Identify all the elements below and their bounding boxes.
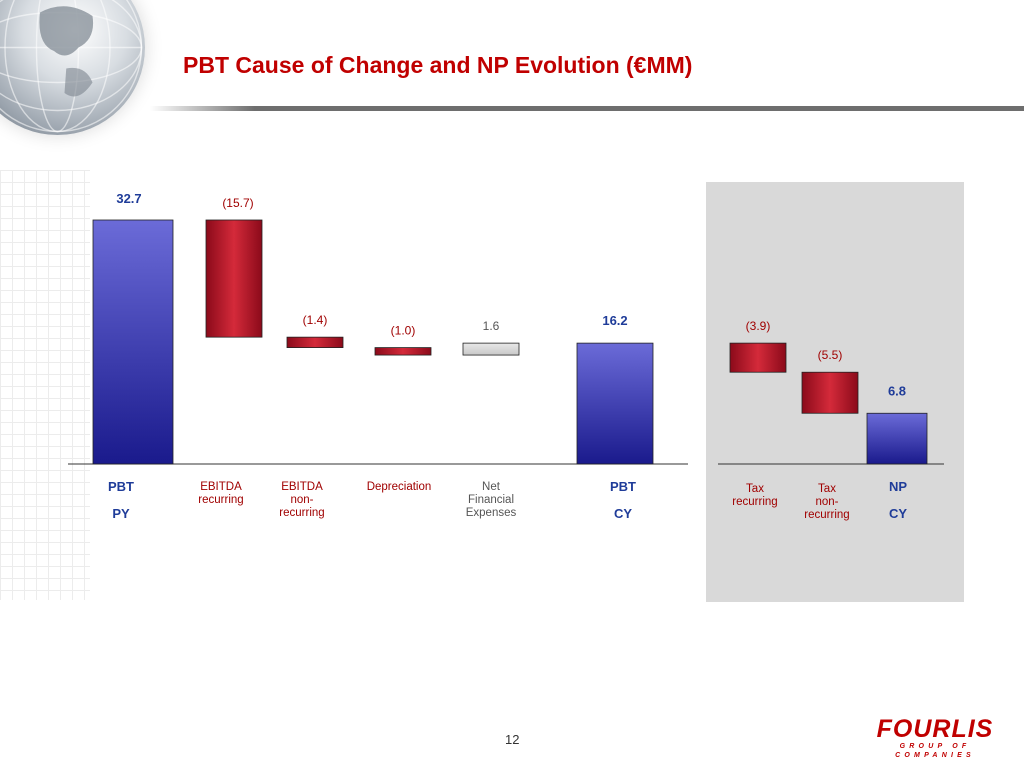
tick-label: Depreciation <box>367 481 432 493</box>
data-label: (1.4) <box>303 313 328 327</box>
bar-np-cy <box>866 412 928 465</box>
tick-label: recurring <box>198 494 243 506</box>
tick-label: recurring <box>732 496 777 508</box>
tick-label: non- <box>815 496 838 508</box>
tick-label: NP <box>889 479 907 494</box>
company-logo: FOURLIS GROUP OF COMPANIES <box>868 716 1002 760</box>
tick-label: Tax <box>818 483 836 495</box>
data-label: (5.5) <box>818 348 843 362</box>
logo-wordmark: FOURLIS <box>876 715 994 743</box>
tick-label: EBITDA <box>200 481 242 493</box>
tick-label: Net <box>482 481 501 493</box>
bar-net-financial-expenses <box>462 342 520 356</box>
tick-label: recurring <box>279 507 324 519</box>
tick-label: CY <box>889 506 907 521</box>
tick-label: Tax <box>746 483 764 495</box>
data-label: (3.9) <box>746 319 771 333</box>
bar-ebitda-recurring <box>205 219 263 338</box>
tick-label: non- <box>290 494 313 506</box>
data-label: 16.2 <box>602 313 627 328</box>
globe-icon <box>0 0 145 135</box>
tick-label: CY <box>614 506 632 521</box>
tick-label: PY <box>112 506 130 521</box>
logo-tagline: GROUP OF COMPANIES <box>895 743 975 759</box>
bar-tax-non-recurring <box>801 371 859 414</box>
data-label: (15.7) <box>222 196 253 210</box>
bar-tax-recurring <box>729 342 787 373</box>
tick-label: recurring <box>804 509 849 521</box>
tick-label: PBT <box>610 479 636 494</box>
title-divider <box>150 106 1024 111</box>
data-label: (1.0) <box>391 324 416 338</box>
tick-label: EBITDA <box>281 481 323 493</box>
data-label: 1.6 <box>483 319 500 333</box>
tick-label: Financial <box>468 494 514 506</box>
background-grid <box>0 170 90 600</box>
bar-pbt-py <box>92 219 174 465</box>
page-number: 12 <box>505 732 520 747</box>
bar-pbt-cy <box>576 342 654 465</box>
tick-label: Expenses <box>466 507 517 519</box>
tick-label: PBT <box>108 479 134 494</box>
bar-depreciation <box>374 347 432 356</box>
bar-ebitda-non-recurring <box>286 336 344 348</box>
data-label: 32.7 <box>116 191 141 206</box>
data-label: 6.8 <box>888 383 906 398</box>
slide-title: PBT Cause of Change and NP Evolution (€M… <box>183 52 693 78</box>
